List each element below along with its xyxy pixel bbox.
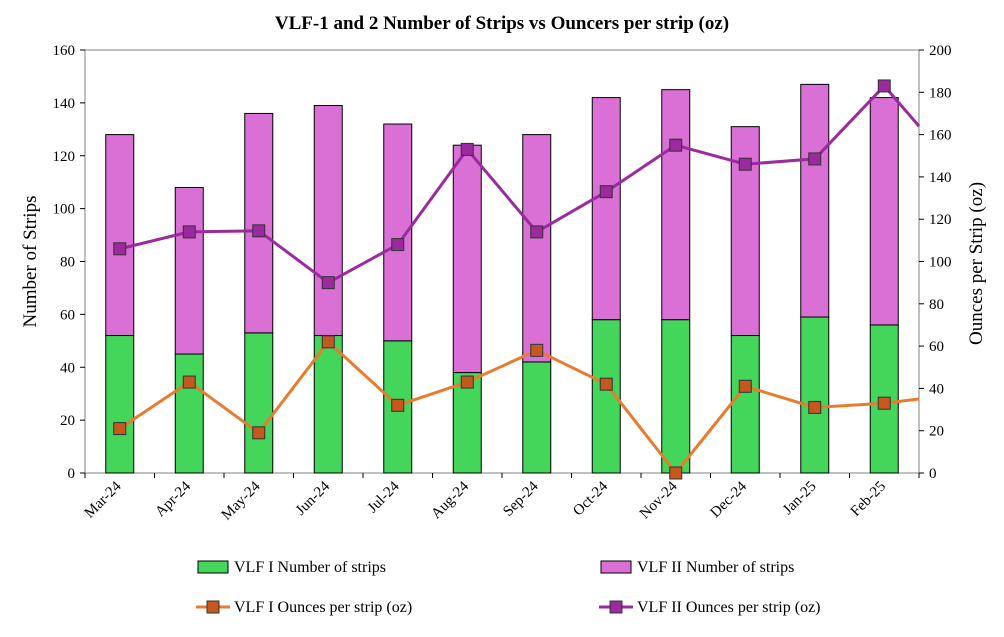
marker-vlf2-ounces [391,238,405,252]
legend: VLF I Number of strips VLF II Number of s… [196,559,821,616]
plot-frame [84,49,920,474]
marker-vlf1-ounces [530,343,544,357]
y-tick-label: 40 [60,360,75,376]
marker-vlf1-ounces [113,422,127,436]
y2-tick-label: 180 [929,85,952,101]
bar-vlf1 [730,335,760,474]
y2-tick-label: 0 [929,466,937,482]
x-tick-label: Dec-24 [708,478,751,521]
marker-vlf1-ounces [252,426,266,440]
x-tick-label: Mar-24 [82,478,125,521]
y-tick-label: 20 [60,413,75,429]
y-tick-label: 120 [53,149,76,165]
x-tick-label: Jun-24 [293,478,334,519]
marker-vlf2-ounces [738,157,752,171]
line-vlf2-ounces [119,84,921,285]
legend-marker-vlf2-ounces [609,600,623,614]
marker-vlf1-ounces [182,375,196,389]
marker-vlf1-ounces [877,396,891,410]
y-tick-label: 140 [53,96,76,112]
y-tick-label: 160 [53,43,76,59]
bar-vlf2 [105,134,135,337]
marker-vlf2-ounces [808,152,822,166]
marker-vlf2-ounces [321,276,335,290]
y-tick-label: 60 [60,307,75,323]
bar-vlf1 [174,353,204,474]
marker-vlf1-ounces [460,375,474,389]
marker-vlf2-ounces [460,142,474,156]
x-tick-label: Aug-24 [428,478,472,522]
marker-vlf2-ounces [530,225,544,239]
marker-vlf1-ounces [669,466,683,480]
bar-vlf1 [244,332,274,474]
legend-label: VLF II Number of strips [637,559,794,576]
legend-marker-vlf1-ounces [206,600,220,614]
plot-area: 0 20 40 60 80 100 120 140 160 0 20 40 60 80 100 120 140 1… [53,43,952,523]
y-axis-label: Number of Strips [20,196,41,328]
marker-vlf1-ounces [321,335,335,349]
marker-vlf2-ounces [877,79,891,93]
y2-tick-label: 40 [929,381,944,397]
y2-tick-label: 60 [929,339,944,355]
legend-label: VLF I Number of strips [234,559,386,576]
bar-vlf2 [452,144,482,374]
bar-vlf2 [174,186,204,355]
marker-vlf2-ounces [113,242,127,256]
x-tick-label: Oct-24 [570,478,611,519]
x-tick-label: Feb-25 [848,479,889,520]
y-tick-label: 80 [60,255,75,271]
marker-vlf2-ounces [599,185,613,199]
y2-tick-label: 200 [929,43,952,59]
x-tick-label: May-24 [219,478,264,523]
x-tick-label: Jul-24 [365,478,403,516]
bar-vlf1 [800,316,830,474]
y-tick-label: 0 [68,466,76,482]
bar-vlf1 [313,335,343,474]
bar-vlf2 [591,97,621,321]
y2-axis-label: Ounces per Strip (oz) [966,182,987,345]
x-tick-label: Jan-25 [780,479,820,519]
y2-tick-label: 80 [929,297,944,313]
y2-tick-label: 120 [929,212,952,228]
bar-vlf1 [522,361,552,474]
marker-vlf1-ounces [738,379,752,393]
bar-vlf1 [105,335,135,474]
marker-vlf1-ounces [391,398,405,412]
legend-label: VLF II Ounces per strip (oz) [637,599,821,616]
y2-tick-label: 140 [929,170,952,186]
marker-vlf1-ounces [599,377,613,391]
y2-tick-label: 160 [929,128,952,144]
legend-swatch-vlf1-strips [197,560,229,574]
marker-vlf2-ounces [182,225,196,239]
marker-vlf1-ounces [808,400,822,414]
legend-label: VLF I Ounces per strip (oz) [234,599,412,616]
y2-tick-label: 20 [929,424,944,440]
bar-vlf2 [313,105,343,337]
x-tick-label: Sep-24 [500,478,542,520]
bar-vlf2 [800,83,830,318]
x-tick-label: Apr-24 [152,478,194,520]
bar-vlf1 [661,319,691,474]
bar-vlf1 [452,372,482,474]
x-tick-label: Nov-24 [637,478,681,522]
bar-vlf2 [244,112,274,334]
y-tick-label: 100 [53,202,76,218]
chart-title: VLF-1 and 2 Number of Strips vs Ouncers … [275,13,729,34]
line-vlf1-ounces [118,340,920,475]
legend-swatch-vlf2-strips [600,560,632,574]
marker-vlf2-ounces [252,224,266,238]
bar-vlf2 [869,97,899,326]
bar-vlf2 [522,134,552,363]
bar-vlf2 [661,89,691,321]
marker-vlf2-ounces [669,138,683,152]
y2-tick-label: 100 [929,255,952,271]
